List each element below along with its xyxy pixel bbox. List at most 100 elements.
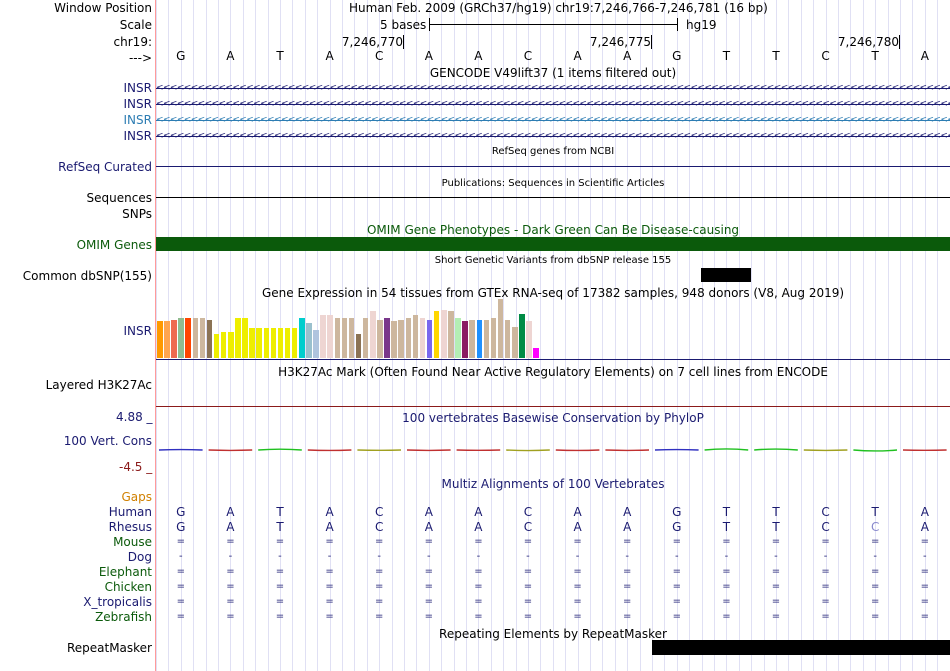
- gtex-tissue-bar[interactable]: [391, 321, 397, 358]
- dbsnp-track-label[interactable]: Common dbSNP(155): [22, 269, 152, 283]
- phylop-wiggle[interactable]: [156, 440, 950, 460]
- gtex-tissue-bar[interactable]: [341, 318, 348, 358]
- gencode-transcript-line[interactable]: [156, 136, 950, 137]
- gtex-tissue-bar[interactable]: [398, 320, 404, 358]
- refseq-track-label[interactable]: RefSeq Curated: [58, 160, 152, 174]
- gtex-tissue-bar[interactable]: [426, 320, 433, 358]
- gtex-tissue-bar[interactable]: [412, 315, 419, 358]
- gencode-track-title[interactable]: GENCODE V49lift37 (1 items filtered out): [429, 66, 677, 80]
- h3k27ac-track-title[interactable]: H3K27Ac Mark (Often Found Near Active Re…: [278, 365, 828, 379]
- gtex-tissue-bar[interactable]: [370, 311, 376, 358]
- gtex-track-title[interactable]: Gene Expression in 54 tissues from GTEx …: [261, 286, 845, 300]
- gtex-tissue-bar[interactable]: [497, 299, 504, 358]
- gencode-transcript-label[interactable]: INSR: [123, 81, 152, 95]
- phylop-track-label[interactable]: 100 Vert. Cons: [63, 434, 152, 448]
- phylop-value-mark[interactable]: [853, 449, 898, 452]
- gtex-tissue-bar[interactable]: [448, 311, 454, 358]
- gtex-tissue-bar[interactable]: [249, 328, 255, 358]
- gtex-tissue-bar[interactable]: [228, 332, 234, 358]
- gtex-tissue-bar[interactable]: [178, 318, 184, 358]
- gtex-tissue-bar[interactable]: [519, 314, 525, 358]
- gtex-tissue-bar[interactable]: [490, 318, 497, 358]
- pubs-line[interactable]: [156, 197, 950, 198]
- pubs-track-title[interactable]: Publications: Sequences in Scientific Ar…: [441, 178, 665, 189]
- gtex-tissue-bar[interactable]: [419, 318, 426, 358]
- gtex-tissue-bar[interactable]: [235, 318, 241, 358]
- gtex-tissue-bar[interactable]: [263, 328, 269, 358]
- h3k27ac-track-label[interactable]: Layered H3K27Ac: [45, 378, 152, 392]
- species-label[interactable]: Human: [108, 505, 152, 519]
- gencode-transcript-label[interactable]: INSR: [123, 97, 152, 111]
- gtex-track-label[interactable]: INSR: [123, 324, 152, 338]
- multiz-gaps-label[interactable]: Gaps: [121, 490, 152, 504]
- gtex-tissue-bar[interactable]: [441, 310, 447, 358]
- gtex-tissue-bar[interactable]: [213, 334, 220, 358]
- gencode-transcript-label[interactable]: INSR: [123, 129, 152, 143]
- gtex-tissue-bar[interactable]: [306, 323, 312, 358]
- gtex-tissue-bar[interactable]: [277, 328, 284, 358]
- dbsnp-variant[interactable]: [701, 268, 751, 282]
- gtex-tissue-bar[interactable]: [192, 318, 198, 358]
- repeatmasker-element[interactable]: [652, 640, 950, 655]
- gtex-tissue-bar[interactable]: [377, 320, 383, 358]
- refseq-gene-line[interactable]: [156, 166, 950, 167]
- pubs-track-label[interactable]: Sequences: [86, 191, 152, 205]
- gtex-tissue-bar[interactable]: [504, 320, 511, 358]
- gtex-tissue-bar[interactable]: [164, 321, 170, 358]
- gtex-tissue-bar[interactable]: [526, 321, 532, 358]
- gtex-tissue-bar[interactable]: [433, 311, 440, 358]
- gencode-transcript-line[interactable]: [156, 88, 950, 89]
- phylop-value-mark[interactable]: [754, 448, 798, 451]
- gtex-tissue-bar[interactable]: [362, 318, 369, 358]
- gtex-tissue-bar[interactable]: [270, 328, 277, 358]
- omim-track-label[interactable]: OMIM Genes: [76, 238, 152, 252]
- species-label[interactable]: Dog: [127, 550, 152, 564]
- gtex-tissue-bar[interactable]: [355, 334, 362, 358]
- repeatmasker-track-label[interactable]: RepeatMasker: [66, 641, 152, 655]
- gencode-transcript-line[interactable]: [156, 120, 950, 121]
- species-label[interactable]: Zebrafish: [95, 610, 152, 624]
- gtex-tissue-bar[interactable]: [476, 320, 482, 358]
- gtex-tissue-bar[interactable]: [157, 321, 163, 358]
- multiz-track-title[interactable]: Multiz Alignments of 100 Vertebrates: [441, 477, 665, 491]
- gtex-tissue-bar[interactable]: [512, 327, 518, 358]
- species-label[interactable]: Rhesus: [108, 520, 152, 534]
- refseq-track-title[interactable]: RefSeq genes from NCBI: [491, 146, 615, 157]
- gtex-tissue-bar[interactable]: [171, 320, 177, 358]
- phylop-value-mark[interactable]: [258, 448, 302, 451]
- snps-label[interactable]: SNPs: [122, 207, 152, 221]
- gtex-tissue-bar[interactable]: [220, 332, 227, 358]
- gtex-tissue-bar[interactable]: [185, 318, 191, 358]
- gtex-tissue-bar[interactable]: [348, 318, 355, 358]
- gtex-tissue-bar[interactable]: [299, 318, 305, 358]
- gtex-tissue-bar[interactable]: [313, 330, 319, 358]
- gtex-tissue-bar[interactable]: [533, 348, 539, 358]
- gtex-tissue-bar[interactable]: [334, 318, 340, 358]
- gtex-tissue-bar[interactable]: [483, 320, 490, 358]
- dbsnp-track-title[interactable]: Short Genetic Variants from dbSNP releas…: [434, 255, 672, 266]
- gtex-tissue-bar[interactable]: [291, 328, 298, 358]
- phylop-value-mark[interactable]: [704, 448, 749, 451]
- gtex-tissue-bar[interactable]: [206, 320, 213, 358]
- gtex-tissue-bar[interactable]: [320, 315, 326, 358]
- species-label[interactable]: X_tropicalis: [83, 595, 152, 609]
- phylop-value-mark[interactable]: [506, 449, 550, 452]
- gtex-tissue-bar[interactable]: [242, 318, 248, 358]
- gtex-tissue-bar[interactable]: [469, 320, 475, 358]
- gtex-tissue-bar[interactable]: [199, 318, 206, 358]
- repeatmasker-track-title[interactable]: Repeating Elements by RepeatMasker: [439, 627, 667, 641]
- species-label[interactable]: Elephant: [98, 565, 152, 579]
- species-label[interactable]: Chicken: [104, 580, 152, 594]
- gtex-tissue-bar[interactable]: [256, 328, 262, 358]
- gtex-tissue-bar[interactable]: [405, 318, 411, 358]
- omim-track-title[interactable]: OMIM Gene Phenotypes - Dark Green Can Be…: [366, 223, 740, 237]
- gencode-transcript-label[interactable]: INSR: [123, 113, 152, 127]
- gtex-tissue-bar[interactable]: [455, 318, 461, 358]
- species-label[interactable]: Mouse: [113, 535, 152, 549]
- gtex-tissue-bar[interactable]: [384, 318, 390, 358]
- gtex-tissue-bar[interactable]: [284, 328, 291, 358]
- phylop-track-title[interactable]: 100 vertebrates Basewise Conservation by…: [402, 411, 704, 425]
- gtex-tissue-bar[interactable]: [327, 315, 333, 358]
- omim-feature-bar[interactable]: [156, 237, 950, 251]
